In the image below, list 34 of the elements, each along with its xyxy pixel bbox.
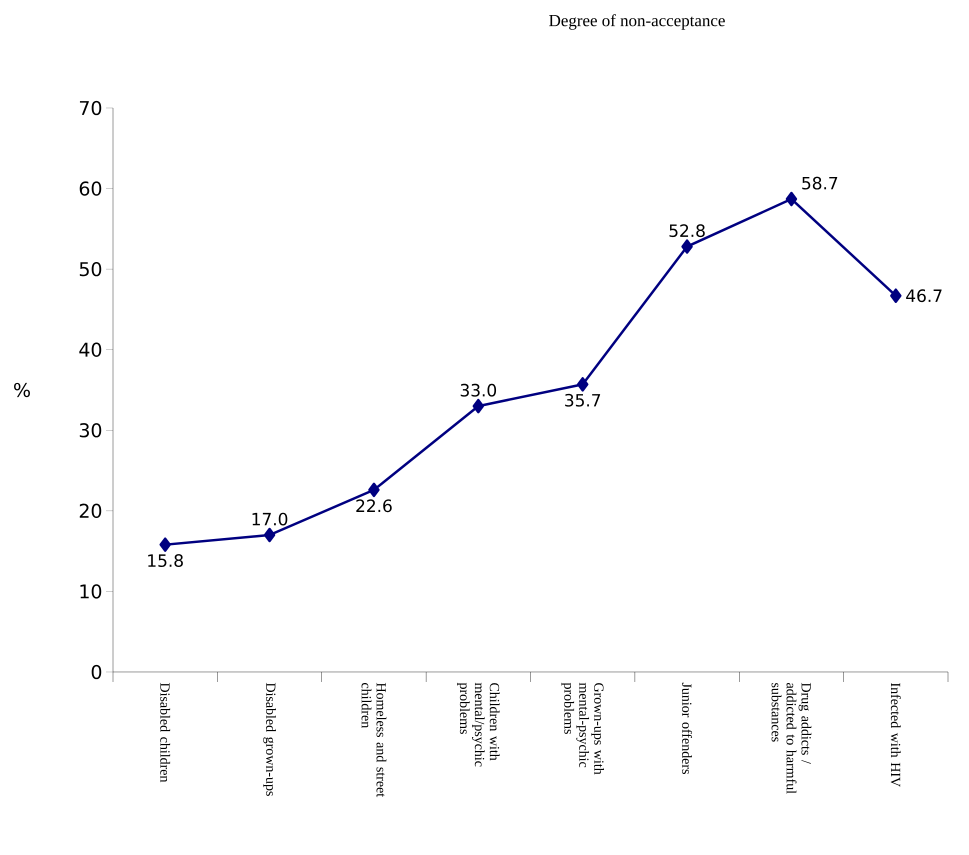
point [576, 377, 588, 392]
data-label: 22.6 [356, 499, 392, 512]
y-tick-label: 30 [80, 423, 102, 438]
x-tick-label: Grown-ups with mental-psychic problems [561, 682, 604, 775]
data-label: 46.7 [906, 289, 942, 302]
x-tick-label: Disabled grown-ups [263, 682, 276, 796]
y-tick-label: 50 [80, 262, 102, 276]
x-tick-label: Disabled children [160, 682, 170, 782]
data-label: 17.0 [252, 512, 288, 526]
y-tick-label: 20 [80, 504, 102, 518]
data-label: 52.8 [670, 224, 705, 238]
data-label: 58.7 [802, 176, 838, 190]
data-label: 33.0 [460, 384, 496, 397]
x-tick-label: Drug addicts / addicted to harmful substances [772, 682, 812, 794]
point [890, 288, 902, 303]
y-tick-label: 70 [80, 100, 102, 116]
chart-title: Degree of non-acceptance [549, 14, 725, 30]
y-tick-label: 0 [92, 664, 102, 680]
y-tick-label: 60 [80, 181, 102, 196]
point [264, 528, 276, 542]
x-tick-label: Junior offenders [682, 682, 692, 774]
data-label: 35.7 [565, 394, 600, 407]
x-tick-label: Infected with HIV [890, 683, 901, 787]
y-tick-label: 40 [79, 342, 102, 357]
y-axis-title: % [14, 382, 30, 398]
point [681, 239, 693, 254]
y-tick-label: 10 [80, 584, 102, 599]
x-tick-label: Children with mental/psychic problems [457, 682, 500, 767]
data-label: 15.8 [148, 554, 183, 567]
x-tick-label: Homeless and street children [362, 682, 386, 798]
point [368, 482, 380, 498]
point [786, 192, 798, 206]
point [159, 537, 171, 552]
point [472, 398, 484, 414]
